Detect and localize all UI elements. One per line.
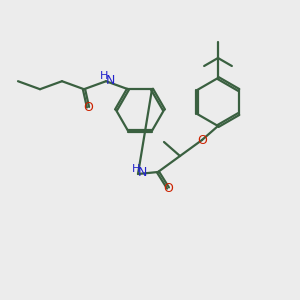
Text: O: O <box>197 134 207 146</box>
Text: N: N <box>137 167 147 179</box>
Text: O: O <box>163 182 173 194</box>
Text: H: H <box>132 164 140 174</box>
Text: N: N <box>105 74 115 87</box>
Text: H: H <box>100 71 108 81</box>
Text: O: O <box>83 101 93 114</box>
